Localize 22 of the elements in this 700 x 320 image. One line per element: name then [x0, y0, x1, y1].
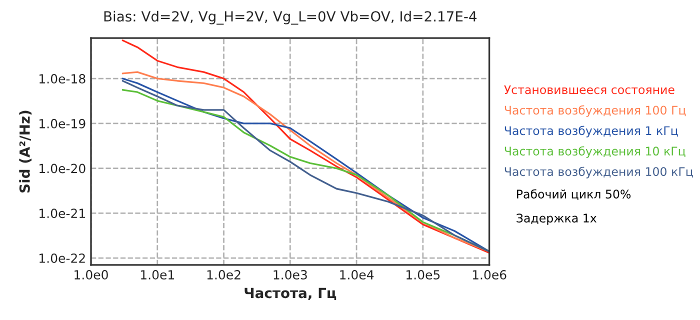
x-axis-title: Частота, Гц	[244, 288, 336, 300]
x-tick-label: 1.0e4	[340, 270, 374, 280]
text: Частота возбуждения 10 кГц	[504, 146, 686, 158]
text: Частота возбуждения 1 кГц	[504, 126, 678, 138]
x-tick-label: 1.0e5	[406, 270, 440, 280]
text: Установившееся состояние	[504, 85, 674, 94]
text: Рабочий цикл 50%	[517, 189, 631, 200]
x-tick-label: 1.0e2	[207, 270, 240, 280]
x-tick-label: 1.0e1	[140, 270, 174, 280]
y-tick-label: 1.0e-22	[40, 253, 85, 263]
chart-title: Bias: Vd=2V, Vg_H=2V, Vg_L=0V Vb=OV, Id=2.17E-4	[104, 10, 477, 25]
x-tick-label: 1.0e0	[74, 270, 108, 280]
x-tick-label: 1.0e6	[472, 270, 506, 280]
y-axis-title: Sid (A²/Hz)	[19, 110, 32, 192]
text: Задержка 1x	[516, 214, 596, 225]
y-tick-label: 1.0e-19	[40, 118, 86, 128]
text: Частота возбуждения 100 кГц	[504, 166, 693, 178]
x-tick-label: 1.0e3	[274, 270, 307, 280]
text: Частота возбуждения 100 Гц	[504, 105, 686, 117]
y-tick-label: 1.0e-18	[40, 74, 86, 84]
y-tick-label: 1.0e-21	[40, 208, 85, 218]
y-tick-label: 1.0e-20	[40, 164, 86, 174]
